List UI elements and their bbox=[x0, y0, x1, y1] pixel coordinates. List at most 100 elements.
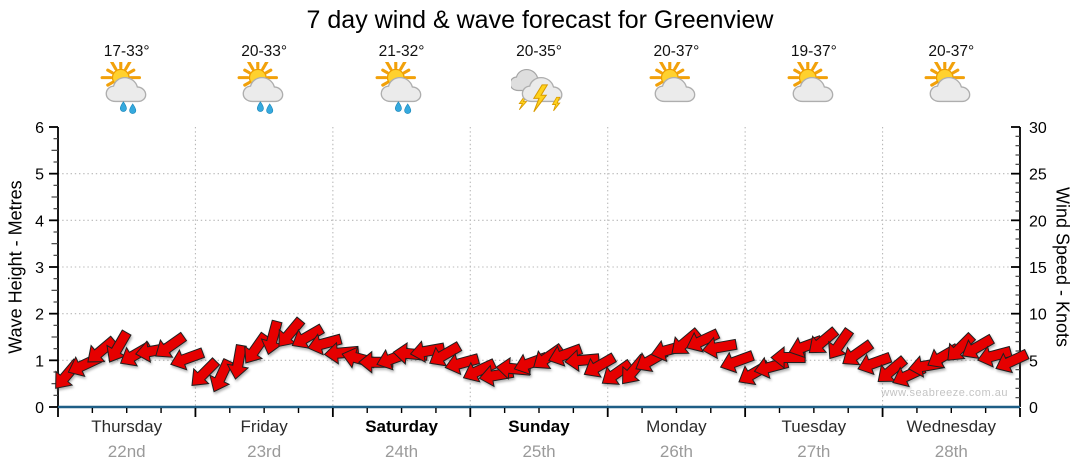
weather-icon-slot bbox=[99, 59, 155, 119]
weather-icon-slot bbox=[648, 59, 704, 119]
wind-arrow bbox=[977, 345, 1013, 368]
wind-arrow bbox=[961, 333, 996, 360]
left-tick-label: 6 bbox=[35, 120, 44, 137]
partly-cloudy-showers-icon bbox=[100, 59, 147, 114]
wind-arrow bbox=[907, 355, 944, 378]
day-name-label: Wednesday bbox=[906, 417, 997, 436]
weather-icon-slot bbox=[236, 59, 292, 119]
wind-arrow bbox=[857, 351, 893, 376]
wind-arrow bbox=[601, 358, 634, 385]
partly-cloudy-showers-icon bbox=[375, 59, 421, 114]
wind-arrow bbox=[842, 339, 875, 366]
left-tick-label: 2 bbox=[35, 307, 44, 324]
wind-arrow bbox=[392, 341, 429, 365]
wind-arrow bbox=[323, 341, 360, 365]
day-name-label: Tuesday bbox=[781, 417, 847, 436]
weather-icon-slot bbox=[374, 59, 430, 119]
left-tick-label: 3 bbox=[35, 260, 44, 277]
right-tick-label: 30 bbox=[1029, 120, 1047, 137]
wind-arrow bbox=[495, 356, 532, 380]
temp-range-label: 19-37° bbox=[790, 43, 837, 60]
day-date-label: 26th bbox=[659, 442, 693, 461]
wind-arrow bbox=[119, 341, 154, 367]
temp-range-label: 20-37° bbox=[653, 43, 700, 60]
left-tick-label: 1 bbox=[35, 353, 44, 370]
right-tick-label: 20 bbox=[1029, 213, 1047, 230]
day-name-label: Saturday bbox=[365, 417, 438, 436]
wind-arrow bbox=[877, 355, 909, 383]
wind-arrow bbox=[719, 350, 755, 374]
wind-arrow bbox=[307, 333, 343, 356]
wind-arrow bbox=[548, 343, 584, 367]
right-tick-label: 25 bbox=[1029, 167, 1047, 184]
wind-arrow bbox=[291, 323, 326, 349]
right-axis-title: Wind Speed - Knots bbox=[1052, 186, 1073, 348]
partly-cloudy-icon bbox=[787, 59, 834, 103]
wind-arrow bbox=[170, 347, 206, 371]
wind-arrow bbox=[226, 344, 250, 380]
wind-arrow bbox=[995, 348, 1030, 374]
right-tick-label: 15 bbox=[1029, 260, 1047, 277]
partly-cloudy-icon bbox=[649, 59, 696, 103]
wind-arrow bbox=[650, 339, 687, 363]
wind-arrow-series bbox=[55, 316, 1030, 393]
temp-range-label: 20-35° bbox=[516, 43, 562, 60]
wind-arrow bbox=[686, 328, 721, 353]
weather-icon-slot bbox=[786, 59, 842, 119]
wind-arrow bbox=[260, 319, 283, 356]
temp-range-label: 20-37° bbox=[928, 43, 975, 60]
wind-arrow bbox=[788, 335, 824, 359]
wind-arrow bbox=[564, 349, 600, 373]
day-name-label: Monday bbox=[646, 417, 707, 436]
wind-arrow bbox=[278, 316, 306, 347]
weather-icon-slot bbox=[923, 59, 979, 119]
wind-arrow bbox=[770, 345, 806, 370]
thunderstorm-icon bbox=[509, 68, 563, 113]
chart-title: 7 day wind & wave forecast for Greenview bbox=[306, 6, 774, 34]
wind-arrow bbox=[927, 343, 961, 369]
day-name-label: Thursday bbox=[91, 417, 163, 436]
wind-arrow bbox=[134, 340, 171, 363]
wind-arrow bbox=[462, 358, 498, 383]
wind-arrow bbox=[191, 357, 221, 386]
wind-arrow bbox=[808, 326, 840, 354]
partly-cloudy-showers-icon bbox=[237, 59, 284, 114]
wind-arrow bbox=[583, 352, 618, 378]
wind-arrow bbox=[828, 327, 855, 360]
left-axis-title: Wave Height - Metres bbox=[5, 180, 26, 354]
day-date-label: 24th bbox=[385, 442, 419, 461]
wind-arrow bbox=[947, 331, 977, 361]
wind-arrow bbox=[244, 331, 271, 364]
left-tick-label: 4 bbox=[35, 213, 44, 230]
temp-range-label: 20-33° bbox=[241, 43, 288, 60]
wind-arrow bbox=[106, 329, 132, 363]
wind-arrow bbox=[701, 336, 738, 360]
watermark: www.seabreeze.com.au bbox=[881, 387, 1008, 399]
right-tick-label: 10 bbox=[1029, 307, 1047, 324]
wind-arrow bbox=[429, 341, 463, 367]
day-date-label: 28th bbox=[934, 442, 968, 461]
wind-arrow bbox=[87, 335, 118, 363]
partly-cloudy-icon bbox=[924, 59, 971, 103]
wind-arrow bbox=[671, 327, 702, 355]
day-date-label: 27th bbox=[797, 442, 831, 461]
temp-range-label: 21-32° bbox=[378, 43, 425, 60]
wind-arrow bbox=[55, 358, 83, 389]
left-tick-label: 5 bbox=[35, 167, 44, 184]
right-tick-label: 5 bbox=[1029, 353, 1038, 370]
temp-range-label: 17-33° bbox=[103, 43, 150, 60]
day-date-label: 25th bbox=[522, 442, 556, 461]
weather-icon-slot bbox=[509, 62, 567, 119]
wind-arrow bbox=[444, 352, 481, 376]
wind-arrow bbox=[67, 352, 102, 377]
right-tick-label: 0 bbox=[1029, 400, 1038, 417]
wind-arrow bbox=[376, 347, 412, 371]
wind-arrow bbox=[533, 342, 566, 369]
wind-arrow bbox=[155, 331, 188, 358]
day-date-label: 22nd bbox=[107, 442, 146, 461]
wind-arrow bbox=[341, 346, 377, 369]
wind-arrow bbox=[409, 340, 446, 363]
left-tick-label: 0 bbox=[35, 400, 44, 417]
wind-arrow bbox=[635, 346, 669, 373]
day-name-label: Sunday bbox=[508, 417, 570, 436]
